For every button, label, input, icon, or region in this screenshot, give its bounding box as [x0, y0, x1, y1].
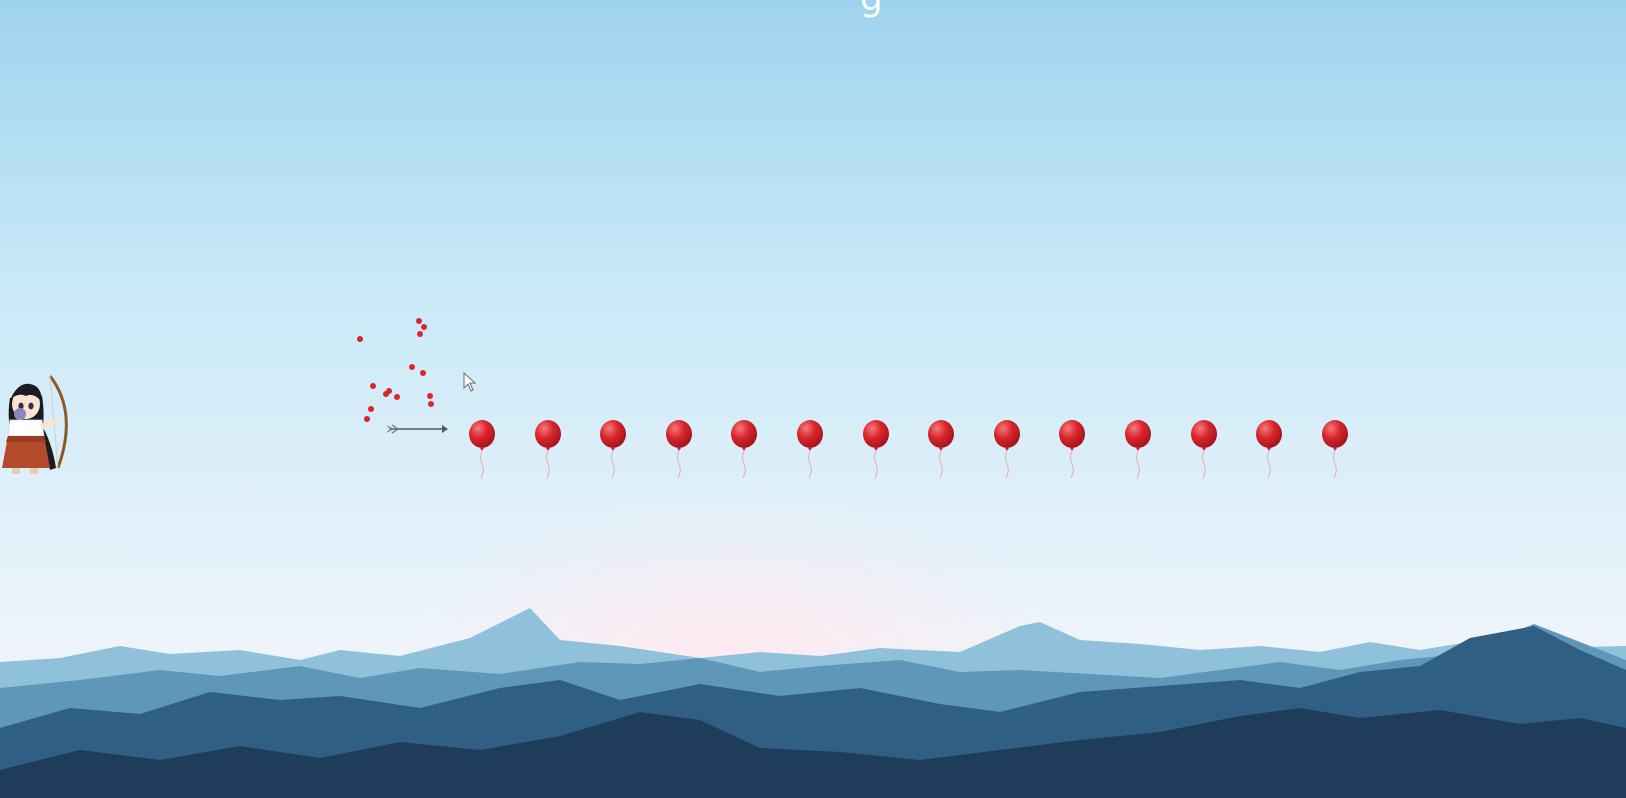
balloon-fragment: [417, 331, 423, 337]
balloon-icon[interactable]: [1254, 420, 1284, 480]
balloon-icon[interactable]: [861, 420, 891, 480]
balloon-fragment: [368, 406, 374, 412]
balloon-fragment: [428, 401, 434, 407]
balloon-fragment: [420, 370, 426, 376]
balloon-fragment: [416, 318, 422, 324]
balloon-icon[interactable]: [1123, 420, 1153, 480]
balloon-fragment: [364, 416, 370, 422]
balloon-icon[interactable]: [467, 420, 497, 480]
balloon-icon[interactable]: [992, 420, 1022, 480]
mountain-range: [0, 608, 1626, 798]
balloon-icon[interactable]: [664, 420, 694, 480]
balloon-icon[interactable]: [926, 420, 956, 480]
balloon-fragment: [409, 364, 415, 370]
balloon-fragment: [394, 394, 400, 400]
mouse-pointer-icon: [463, 372, 477, 392]
balloon-fragment: [370, 383, 376, 389]
balloon-fragment: [357, 336, 363, 342]
balloon-icon[interactable]: [1320, 420, 1350, 480]
balloon-icon[interactable]: [1189, 420, 1219, 480]
arrow-icon: [386, 424, 448, 434]
balloon-fragment: [383, 391, 389, 397]
balloon-icon[interactable]: [1057, 420, 1087, 480]
balloon-icon[interactable]: [729, 420, 759, 480]
balloon-icon[interactable]: [795, 420, 825, 480]
balloon-icon[interactable]: [533, 420, 563, 480]
balloon-fragment: [386, 388, 392, 394]
balloon-icon[interactable]: [598, 420, 628, 480]
balloon-fragment: [427, 393, 433, 399]
mountain-front-layer: [0, 708, 1626, 798]
balloon-fragment: [421, 324, 427, 330]
game-title: g: [860, 0, 884, 19]
archer-character-icon: [2, 375, 68, 474]
